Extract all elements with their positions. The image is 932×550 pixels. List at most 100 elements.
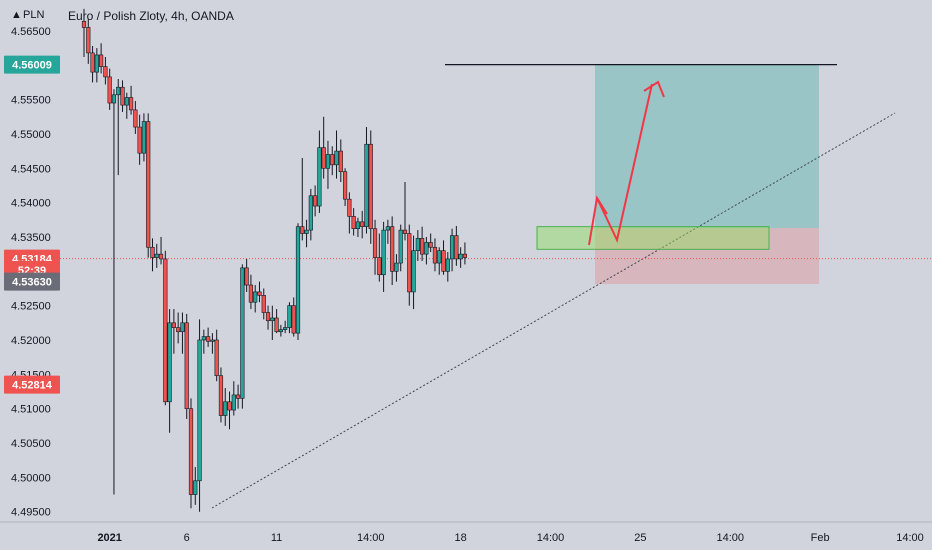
candle-body bbox=[248, 284, 254, 303]
currency-label: PLN bbox=[23, 9, 44, 21]
candle-body bbox=[390, 226, 395, 272]
price-tick-label: 4.54000 bbox=[11, 198, 51, 210]
red-arrow-head bbox=[643, 80, 665, 98]
candle-body bbox=[270, 317, 275, 322]
position-zones bbox=[595, 64, 819, 285]
up-arrow-icon: ▲ bbox=[11, 9, 22, 21]
time-tick-label: Feb bbox=[811, 532, 830, 544]
candle-body bbox=[201, 336, 206, 341]
drawing-lines bbox=[60, 64, 932, 509]
candle-body bbox=[163, 258, 168, 403]
candle-body bbox=[334, 150, 339, 166]
candle-body bbox=[176, 327, 181, 333]
time-tick-label: 14:00 bbox=[357, 532, 385, 544]
candle-body bbox=[214, 339, 219, 377]
candle-body bbox=[116, 86, 121, 96]
time-tick-label: 14:00 bbox=[896, 532, 924, 544]
candles bbox=[81, 8, 468, 512]
candle-body bbox=[167, 322, 172, 403]
candle-body bbox=[304, 229, 309, 234]
entry-box bbox=[536, 226, 770, 250]
candle-body bbox=[265, 312, 271, 322]
candle-body bbox=[180, 322, 185, 333]
candle-body bbox=[283, 327, 288, 330]
candle-body bbox=[124, 97, 129, 106]
candle-body bbox=[99, 54, 104, 67]
candle-body bbox=[111, 94, 117, 104]
candle-body bbox=[441, 250, 446, 272]
candle-body bbox=[355, 221, 361, 230]
candle-body bbox=[188, 408, 194, 495]
candle-body bbox=[437, 250, 442, 264]
candle-body bbox=[364, 143, 369, 227]
candle-body bbox=[381, 229, 386, 276]
candle-body bbox=[407, 233, 412, 293]
candle-body bbox=[398, 229, 403, 264]
candle-body bbox=[368, 143, 373, 230]
candle-body bbox=[295, 226, 301, 334]
candle-body bbox=[454, 235, 459, 260]
candle-body bbox=[154, 253, 159, 258]
candle-body bbox=[94, 54, 99, 73]
candle-body bbox=[244, 267, 249, 286]
candle-body bbox=[308, 195, 313, 231]
drawing-overlays bbox=[536, 80, 770, 250]
time-tick-label: 11 bbox=[271, 532, 282, 544]
candle-body bbox=[235, 394, 241, 399]
candle-body bbox=[287, 305, 292, 328]
price-badge-label: 4.52814 bbox=[12, 380, 53, 392]
candle-body bbox=[462, 253, 468, 258]
price-tick-label: 4.50000 bbox=[11, 472, 51, 484]
price-tick-label: 4.49500 bbox=[11, 507, 51, 519]
price-badge bbox=[4, 272, 60, 291]
candle-body bbox=[317, 147, 322, 207]
candle-body bbox=[428, 242, 433, 248]
candle-body bbox=[347, 198, 352, 217]
candle-body bbox=[141, 121, 147, 154]
candle-body bbox=[360, 221, 365, 227]
candle-body bbox=[415, 238, 420, 251]
candle-body bbox=[445, 258, 450, 272]
candle-body bbox=[385, 226, 390, 231]
candle-body bbox=[424, 242, 429, 255]
candle-body bbox=[90, 52, 95, 73]
candle-body bbox=[218, 375, 224, 416]
candle-body bbox=[274, 317, 279, 333]
candle-body bbox=[107, 76, 112, 104]
candle-body bbox=[197, 339, 202, 482]
price-tick-label: 4.55000 bbox=[11, 129, 51, 141]
candle-body bbox=[449, 235, 455, 260]
price-badge-label: 4.56009 bbox=[12, 60, 52, 72]
candle-body bbox=[313, 195, 318, 207]
candle-body bbox=[300, 226, 305, 234]
candle-body bbox=[278, 329, 283, 333]
price-tick-label: 4.50500 bbox=[11, 438, 51, 450]
price-badge bbox=[4, 55, 60, 74]
time-tick-label: 25 bbox=[634, 532, 646, 544]
time-tick-label: 6 bbox=[184, 532, 190, 544]
time-axis[interactable]: 2021 6 11 14:00 18 14:00 25 14:00 Feb 14:00 bbox=[97, 532, 923, 544]
candle-body bbox=[223, 401, 228, 416]
price-badge-label: 4.53630 bbox=[12, 277, 52, 289]
candle-body bbox=[402, 229, 408, 234]
symbol-title: Euro / Polish Zloty, 4h, OANDA bbox=[68, 9, 234, 23]
profit-zone bbox=[595, 64, 819, 229]
candle-body bbox=[206, 336, 211, 342]
candle-body bbox=[171, 322, 176, 328]
candle-body bbox=[227, 401, 232, 411]
candle-body bbox=[146, 121, 151, 248]
candle-body bbox=[184, 322, 189, 409]
price-tick-label: 4.52000 bbox=[11, 335, 51, 347]
candle-body bbox=[338, 150, 343, 173]
candle-body bbox=[420, 238, 425, 255]
loss-zone bbox=[595, 228, 819, 285]
candle-body bbox=[150, 246, 155, 258]
candle-body bbox=[193, 480, 198, 495]
time-tick-label: 14:00 bbox=[717, 532, 745, 544]
candle-body bbox=[257, 291, 262, 296]
price-tick-label: 4.53500 bbox=[11, 232, 51, 244]
time-tick-label: 18 bbox=[455, 532, 467, 544]
